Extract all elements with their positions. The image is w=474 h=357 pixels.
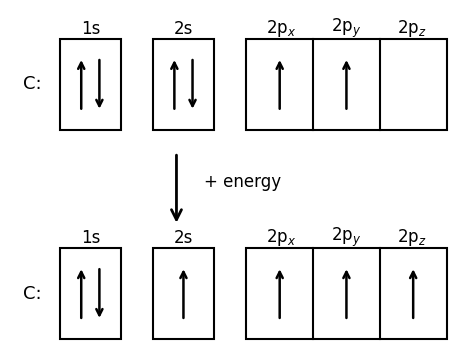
Bar	[153, 39, 214, 130]
Text: C:: C:	[23, 285, 41, 303]
Text: 2p$_y$: 2p$_y$	[331, 226, 362, 250]
Text: 2p$_z$: 2p$_z$	[397, 18, 427, 39]
Bar	[153, 248, 214, 339]
Text: 2p$_y$: 2p$_y$	[331, 17, 362, 40]
Text: 1s: 1s	[81, 20, 100, 37]
Bar	[60, 248, 120, 339]
Bar	[246, 39, 447, 130]
Text: 2p$_x$: 2p$_x$	[266, 227, 296, 248]
Bar	[246, 248, 447, 339]
Text: 2p$_z$: 2p$_z$	[397, 227, 427, 248]
Bar	[60, 39, 120, 130]
Text: 2p$_x$: 2p$_x$	[266, 18, 296, 39]
Text: 2s: 2s	[174, 20, 193, 37]
Text: 2s: 2s	[174, 229, 193, 247]
Text: 1s: 1s	[81, 229, 100, 247]
Text: + energy: + energy	[204, 173, 282, 191]
Text: C:: C:	[23, 75, 41, 94]
